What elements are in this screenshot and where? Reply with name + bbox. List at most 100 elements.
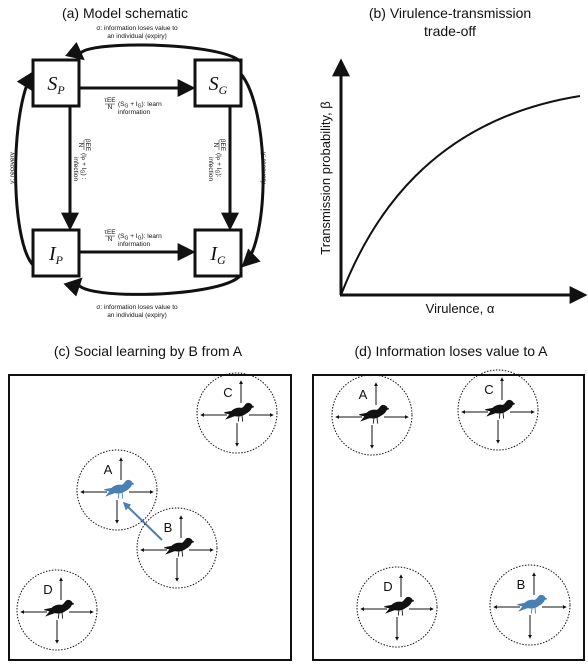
territory (457, 369, 539, 451)
edge-label: γ: recovery (9, 151, 16, 184)
expression-text: (I (215, 153, 222, 157)
expression-line2: information (118, 241, 151, 248)
bird-label: A (104, 462, 113, 477)
panel-title: (d) Information loses value to A (355, 343, 549, 359)
bird (104, 479, 134, 499)
node-subscript: G (217, 253, 226, 267)
expression-text: (I (80, 153, 87, 157)
expression-text: + I (128, 233, 137, 240)
subscript: G (138, 236, 142, 242)
node-subscript: P (56, 83, 65, 97)
territory (196, 372, 278, 454)
node-symbol: I (48, 243, 57, 265)
territory (136, 507, 218, 589)
subscript: G (214, 170, 220, 174)
bird-territory: C (196, 372, 278, 454)
panel-title: (b) Virulence-transmission (369, 5, 531, 21)
panel-title: (c) Social learning by B from A (54, 343, 243, 359)
expression: (SG + IG): learn (118, 101, 162, 110)
bird-label: A (359, 387, 368, 402)
axes (332, 58, 588, 304)
expression: (SG + IG): learn (118, 233, 162, 242)
subscript: G (125, 104, 129, 110)
expression: (IP + IG) : (79, 153, 88, 179)
territory (489, 564, 571, 646)
expression-text: ) : (80, 173, 87, 179)
panel-frame (312, 374, 585, 661)
edge-label: σ: information loses value to (96, 304, 178, 311)
subscript: G (125, 236, 129, 242)
node-subscript: P (55, 253, 64, 267)
bird (384, 596, 414, 616)
edge-label: an individual (expiry) (107, 33, 167, 40)
edge-label: σ: information loses value to (96, 25, 178, 32)
node-label: SG (209, 73, 228, 97)
bird-label: D (383, 579, 392, 594)
node-label: SP (47, 73, 65, 97)
node-symbol: S (47, 73, 57, 95)
node-symbol: I (209, 243, 218, 265)
expression-text: (S (118, 233, 125, 240)
bird-territory: D (16, 569, 98, 651)
fraction-numerator: τEE (104, 229, 116, 236)
expression-text: + I (128, 101, 137, 108)
fraction-numerator: τEE (104, 97, 116, 104)
bird-label: C (484, 382, 493, 397)
y-axis-label: Transmission probability, β (318, 101, 333, 254)
schematic-arrows (14, 41, 265, 297)
bird-territory: B (489, 564, 571, 646)
bird-label: C (223, 385, 232, 400)
expression-line2: information (118, 109, 151, 116)
node-label: IG (209, 243, 226, 267)
panel-frame (8, 374, 292, 661)
territory (331, 374, 413, 456)
subscript: P (79, 157, 85, 161)
expression-text: + I (215, 160, 222, 169)
territory (16, 569, 98, 651)
bird-territory: A (76, 449, 158, 531)
expression-text: ): (215, 173, 222, 177)
expression-text: (S (118, 101, 125, 108)
bird (517, 594, 547, 614)
learning-arrow (122, 501, 163, 541)
panel-title: (a) Model schematic (62, 5, 188, 21)
panel-title: trade-off (424, 23, 476, 39)
fraction-denominator: N (77, 143, 84, 148)
bird-territory: D (356, 566, 438, 648)
expression-text: ): learn (142, 101, 163, 108)
bird (359, 404, 389, 424)
expression-line2: infection (207, 157, 214, 182)
fraction-numerator: βEE (84, 139, 91, 152)
node-label: IP (48, 243, 64, 267)
bird-territory: A (331, 374, 413, 456)
expression-text: + I (80, 160, 87, 169)
bird-territory: C (457, 369, 539, 451)
bird (485, 399, 515, 419)
expression: (IP + IG): (214, 153, 223, 178)
bird (44, 599, 74, 619)
expression-line2: infection (72, 157, 79, 182)
territory (356, 566, 438, 648)
expression-text: ): learn (142, 233, 163, 240)
bird-territory: B (136, 507, 218, 589)
subscript: P (214, 157, 220, 161)
bird-label: D (43, 582, 52, 597)
edge-label: γ: recovery (260, 152, 267, 185)
bird (224, 402, 254, 422)
node-subscript: G (219, 83, 228, 97)
bird-label: B (517, 577, 526, 592)
x-axis-label: Virulence, α (426, 301, 495, 316)
bird (164, 537, 194, 557)
territory (76, 449, 158, 531)
fraction-denominator: N (108, 236, 113, 243)
bird-label: B (164, 520, 173, 535)
subscript: G (79, 170, 85, 174)
edge-label: an individual (expiry) (107, 312, 167, 319)
fraction-denominator: N (108, 104, 113, 111)
node-symbol: S (209, 73, 219, 95)
